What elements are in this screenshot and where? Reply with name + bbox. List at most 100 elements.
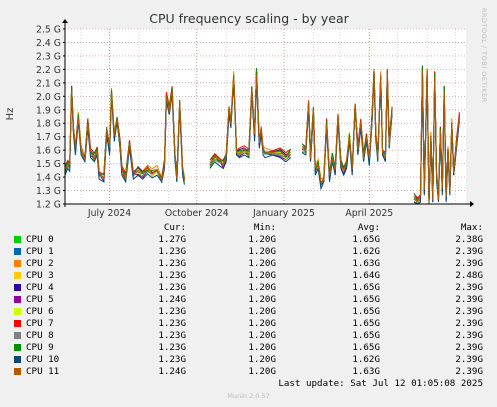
legend-swatch <box>14 284 21 291</box>
legend-max-value: 2.39G <box>455 330 483 341</box>
legend-avg-value: 1.62G <box>352 354 380 365</box>
legend-cur-value: 1.23G <box>158 354 186 365</box>
legend-max-value: 2.39G <box>455 342 483 353</box>
legend-min-value: 1.20G <box>248 246 276 257</box>
legend-min-value: 1.20G <box>248 318 276 329</box>
legend-row: CPU 11 1.24G 1.20G 1.63G 2.39G <box>14 366 494 378</box>
legend-series-name: CPU 8 <box>26 330 54 341</box>
y-tick-label: 1.6 G <box>36 146 61 157</box>
legend-series-name: CPU 5 <box>26 294 54 305</box>
legend-header-max: Max: <box>460 222 483 233</box>
last-update: Last update: Sat Jul 12 01:05:08 2025 <box>278 378 483 389</box>
legend-cur-value: 1.24G <box>158 294 186 305</box>
legend-header-min: Min: <box>253 222 276 233</box>
legend-avg-value: 1.63G <box>352 366 380 377</box>
legend-cur-value: 1.23G <box>158 318 186 329</box>
legend-swatch <box>14 260 21 267</box>
legend-cur-value: 1.23G <box>158 270 186 281</box>
x-axis-arrow <box>470 201 474 207</box>
y-tick-label: 1.4 G <box>36 173 61 184</box>
legend-swatch <box>14 356 21 363</box>
legend-row: CPU 2 1.23G 1.20G 1.63G 2.39G <box>14 258 494 270</box>
legend-max-value: 2.39G <box>455 294 483 305</box>
x-tick-label: April 2025 <box>345 208 393 219</box>
y-tick-label: 1.8 G <box>36 119 61 130</box>
legend-cur-value: 1.23G <box>158 306 186 317</box>
legend-row: CPU 0 1.27G 1.20G 1.65G 2.38G <box>14 234 494 246</box>
legend-avg-value: 1.65G <box>352 318 380 329</box>
legend-cur-value: 1.23G <box>158 282 186 293</box>
legend: Cur: Min: Avg: Max: CPU 0 1.27G 1.20G 1.65G… <box>14 222 494 378</box>
legend-series-name: CPU 10 <box>26 354 60 365</box>
y-tick-label: 1.5 G <box>36 159 61 170</box>
series-line-cpu-11 <box>209 73 291 167</box>
legend-row: CPU 3 1.23G 1.20G 1.64G 2.48G <box>14 270 494 282</box>
y-tick-label: 2.0 G <box>36 92 61 103</box>
legend-header: Cur: Min: Avg: Max: <box>14 222 494 234</box>
legend-swatch <box>14 332 21 339</box>
legend-row: CPU 9 1.23G 1.20G 1.65G 2.39G <box>14 342 494 354</box>
legend-min-value: 1.20G <box>248 342 276 353</box>
legend-max-value: 2.39G <box>455 366 483 377</box>
legend-avg-value: 1.65G <box>352 342 380 353</box>
legend-row: CPU 8 1.23G 1.20G 1.65G 2.39G <box>14 330 494 342</box>
grid <box>65 28 466 205</box>
legend-min-value: 1.20G <box>248 330 276 341</box>
y-axis-label: Hz <box>5 108 16 121</box>
x-tick-label: January 2025 <box>252 208 315 219</box>
legend-header-avg: Avg: <box>357 222 380 233</box>
legend-cur-value: 1.23G <box>158 330 186 341</box>
legend-min-value: 1.20G <box>248 282 276 293</box>
legend-header-cur: Cur: <box>163 222 186 233</box>
legend-swatch <box>14 296 21 303</box>
legend-rows: CPU 0 1.27G 1.20G 1.65G 2.38G CPU 1 1.23G 1.20G… <box>14 234 494 378</box>
legend-min-value: 1.20G <box>248 234 276 245</box>
legend-series-name: CPU 0 <box>26 234 54 245</box>
y-tick-label: 2.1 G <box>36 78 61 89</box>
legend-min-value: 1.20G <box>248 258 276 269</box>
legend-min-value: 1.20G <box>248 306 276 317</box>
series-group <box>64 65 460 206</box>
legend-max-value: 2.39G <box>455 282 483 293</box>
legend-swatch <box>14 248 21 255</box>
series-line-cpu-10 <box>209 76 291 170</box>
legend-avg-value: 1.65G <box>352 234 380 245</box>
legend-max-value: 2.39G <box>455 306 483 317</box>
legend-row: CPU 10 1.23G 1.20G 1.62G 2.39G <box>14 354 494 366</box>
legend-series-name: CPU 4 <box>26 282 54 293</box>
legend-avg-value: 1.65G <box>352 330 380 341</box>
legend-series-name: CPU 7 <box>26 318 54 329</box>
legend-avg-value: 1.63G <box>352 258 380 269</box>
series-line-cpu-11 <box>301 71 393 184</box>
chart-title: CPU frequency scaling - by year <box>149 11 349 26</box>
legend-series-name: CPU 2 <box>26 258 54 269</box>
legend-max-value: 2.39G <box>455 246 483 257</box>
legend-swatch <box>14 236 21 243</box>
rrdtool-watermark: RRDTOOL / TOBI OETIKER <box>480 8 488 103</box>
legend-max-value: 2.38G <box>455 234 483 245</box>
y-tick-label: 2.4 G <box>36 38 61 49</box>
legend-series-name: CPU 3 <box>26 270 54 281</box>
legend-series-name: CPU 9 <box>26 342 54 353</box>
legend-row: CPU 4 1.23G 1.20G 1.65G 2.39G <box>14 282 494 294</box>
y-tick-label: 1.7 G <box>36 132 61 143</box>
legend-avg-value: 1.65G <box>352 306 380 317</box>
legend-avg-value: 1.64G <box>352 270 380 281</box>
legend-row: CPU 1 1.23G 1.20G 1.62G 2.39G <box>14 246 494 258</box>
legend-series-name: CPU 6 <box>26 306 54 317</box>
legend-cur-value: 1.23G <box>158 258 186 269</box>
munin-footer: Munin 2.0.57 <box>227 392 270 400</box>
legend-max-value: 2.48G <box>455 270 483 281</box>
y-axis-arrow <box>62 19 68 23</box>
x-tick-label: October 2024 <box>165 208 229 219</box>
legend-swatch <box>14 344 21 351</box>
legend-min-value: 1.20G <box>248 294 276 305</box>
series-line-cpu-11 <box>413 69 460 203</box>
y-tick-label: 1.9 G <box>36 105 61 116</box>
legend-row: CPU 6 1.23G 1.20G 1.65G 2.39G <box>14 306 494 318</box>
legend-avg-value: 1.62G <box>352 246 380 257</box>
legend-min-value: 1.20G <box>248 270 276 281</box>
legend-swatch <box>14 308 21 315</box>
legend-row: CPU 5 1.24G 1.20G 1.65G 2.39G <box>14 294 494 306</box>
